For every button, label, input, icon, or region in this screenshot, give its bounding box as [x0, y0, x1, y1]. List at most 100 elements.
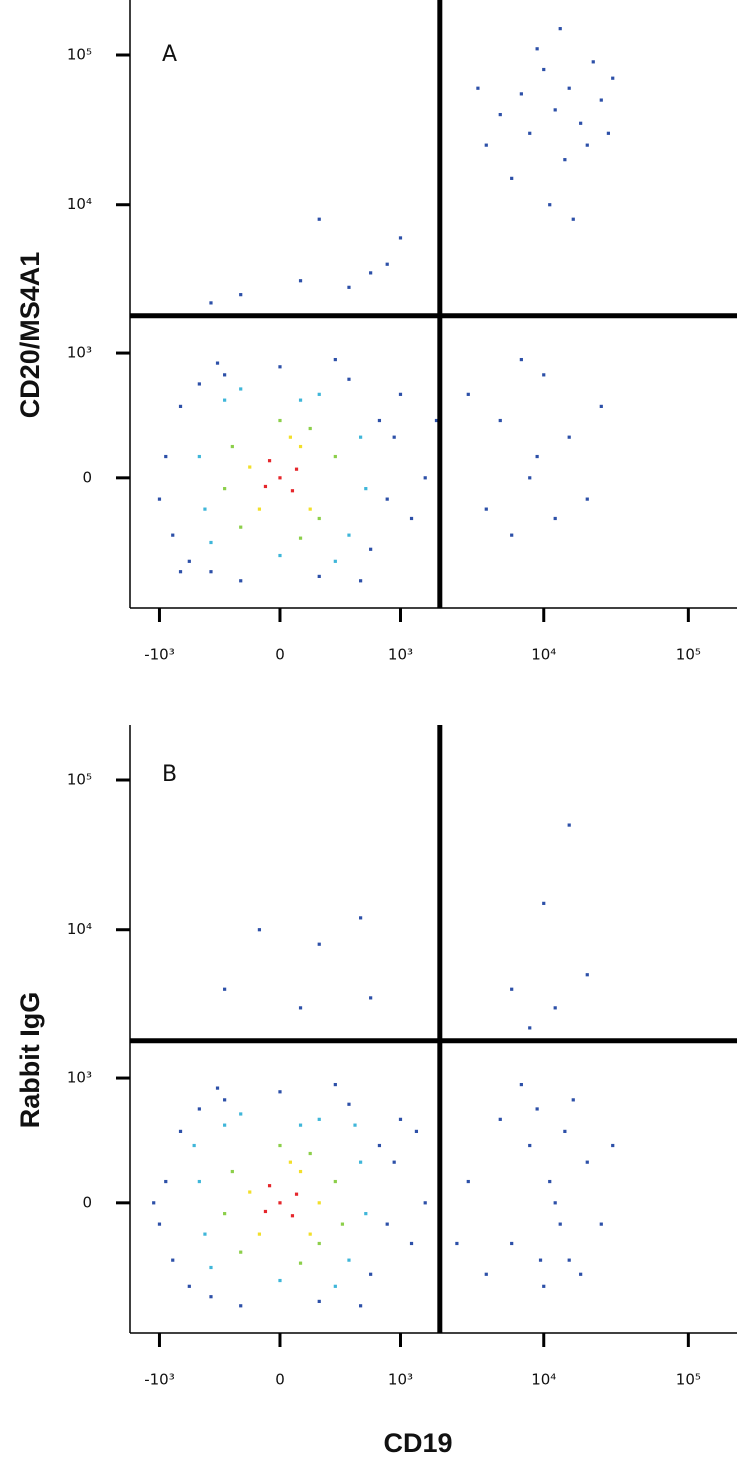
event-point [553, 1006, 557, 1010]
event-point [257, 928, 262, 932]
event-point [317, 574, 321, 579]
event-point [563, 158, 567, 162]
event-point [308, 1232, 312, 1236]
event-point [333, 357, 337, 362]
event-point [377, 418, 382, 423]
event-point [239, 579, 243, 583]
event-point [606, 131, 610, 135]
event-point [278, 1201, 282, 1205]
event-point [359, 579, 363, 583]
event-point [599, 98, 603, 102]
event-point [223, 373, 227, 377]
event-point [239, 1112, 243, 1116]
event-point [298, 398, 303, 402]
event-point [385, 497, 389, 501]
event-point [579, 121, 583, 125]
event-point [239, 293, 243, 297]
event-point [223, 1123, 227, 1127]
event-point [528, 1143, 532, 1148]
event-point [347, 1102, 351, 1106]
event-point [308, 426, 312, 431]
event-point [263, 1209, 268, 1214]
event-point [209, 570, 213, 574]
event-point [542, 67, 546, 72]
event-point [267, 1184, 272, 1188]
event-point [333, 454, 337, 459]
y-tick-label: 10⁴ [67, 920, 92, 938]
event-point [369, 996, 373, 1000]
event-point [377, 1143, 382, 1148]
event-point [294, 1192, 299, 1196]
event-point [203, 1232, 207, 1236]
event-point [567, 86, 571, 90]
event-point [347, 1258, 351, 1262]
event-point [248, 465, 252, 469]
event-point [364, 487, 368, 491]
event-point [317, 1299, 321, 1304]
x-tick-label: 10⁵ [676, 646, 701, 664]
event-point [157, 497, 162, 501]
event-point [535, 47, 539, 51]
event-point [263, 484, 268, 489]
y-tick-label: 10⁵ [67, 46, 92, 64]
event-point [197, 1107, 201, 1111]
event-point [223, 487, 227, 491]
x-axis-label: CD19 [383, 1428, 452, 1458]
event-point [171, 533, 175, 537]
event-point [423, 1201, 427, 1205]
event-point [340, 1222, 345, 1226]
event-point [308, 507, 312, 511]
event-point [278, 1090, 282, 1094]
event-point [484, 507, 488, 511]
event-point [599, 404, 603, 408]
event-point [414, 1129, 419, 1133]
event-point [398, 236, 403, 240]
event-point [542, 901, 546, 905]
event-point [398, 392, 403, 396]
event-point [317, 1117, 321, 1121]
event-point [392, 1160, 396, 1164]
event-point [209, 1265, 213, 1270]
event-point [317, 942, 321, 946]
event-point [484, 143, 488, 147]
event-point [466, 392, 470, 396]
event-point [333, 1179, 337, 1184]
event-point [510, 533, 514, 537]
event-point [298, 1261, 303, 1265]
event-point [317, 217, 321, 221]
event-point [548, 203, 552, 207]
event-point [542, 1284, 546, 1288]
event-point [611, 1143, 615, 1148]
event-point [209, 540, 213, 545]
event-point [223, 1098, 227, 1102]
event-point [209, 1295, 213, 1299]
event-point [248, 1190, 252, 1194]
event-point [267, 459, 272, 463]
event-point [178, 570, 183, 574]
event-point [298, 444, 303, 449]
event-point [558, 1222, 562, 1226]
event-point [298, 279, 303, 283]
event-point [197, 1179, 201, 1184]
event-point [466, 1179, 470, 1184]
event-point [209, 301, 213, 305]
event-point [392, 435, 396, 439]
event-point [187, 1284, 191, 1288]
event-point [290, 489, 295, 493]
event-point [333, 1284, 337, 1288]
y-axis-label: Rabbit IgG [15, 992, 45, 1129]
event-point [585, 497, 589, 501]
event-point [369, 547, 373, 551]
event-point [385, 262, 389, 266]
event-point [359, 435, 363, 439]
y-tick-label: 10⁴ [67, 195, 92, 213]
event-point [215, 1086, 220, 1090]
event-point [353, 1123, 357, 1127]
event-point [535, 454, 539, 459]
event-point [519, 92, 523, 96]
event-point [599, 1222, 603, 1226]
event-point [369, 1272, 373, 1276]
event-point [409, 1241, 414, 1246]
event-point [278, 418, 282, 423]
event-point [455, 1241, 459, 1246]
